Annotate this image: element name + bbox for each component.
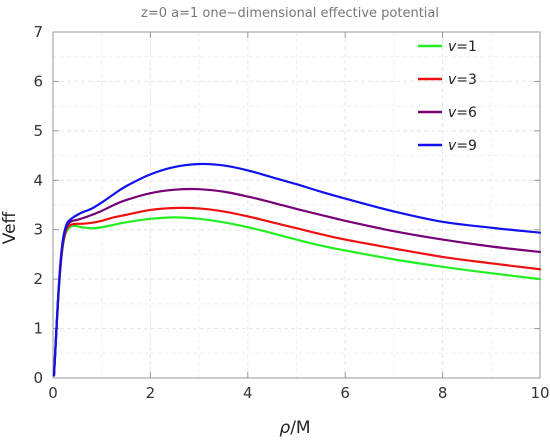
y-tick-label: 6 <box>33 72 43 90</box>
x-axis-title-unit: /M <box>290 418 310 438</box>
legend-label-value: =3 <box>456 72 477 88</box>
y-tick-label: 3 <box>33 221 43 239</box>
x-tick-label: 4 <box>243 384 253 402</box>
x-tick-label: 8 <box>438 384 448 402</box>
legend-label-var: v <box>448 39 457 55</box>
x-axis-title-symbol: ρ <box>279 418 290 438</box>
plot-frame-rect <box>52 31 541 379</box>
legend-label-value: =9 <box>456 138 477 154</box>
y-tick-label: 1 <box>33 320 43 338</box>
grid <box>52 31 541 379</box>
legend-label-value: =6 <box>456 105 477 121</box>
legend-label-var: v <box>448 138 457 154</box>
series-line-4 <box>52 162 542 377</box>
x-tick-label: 2 <box>146 384 156 402</box>
series-lines <box>52 162 542 377</box>
x-tick-label: 10 <box>530 384 549 402</box>
plot-frame <box>52 31 541 379</box>
legend-label-3: v=6 <box>448 105 477 121</box>
y-tick-label: 4 <box>33 171 43 189</box>
x-tick-label: 6 <box>340 384 350 402</box>
x-tick-label: 0 <box>48 384 58 402</box>
chart-title: z=0 a=1 one−dimensional effective potent… <box>141 6 439 21</box>
x-axis-title: ρ/M <box>279 418 310 438</box>
legend-label-4: v=9 <box>448 138 477 154</box>
axis-ticks: 0 2 4 6 8 10 0 1 2 3 4 5 6 7 <box>33 23 549 402</box>
legend-label-2: v=3 <box>448 72 477 88</box>
y-tick-label: 0 <box>33 369 43 387</box>
y-tick-label: 2 <box>33 270 43 288</box>
y-tick-label: 5 <box>33 122 43 140</box>
legend-label-var: v <box>448 72 457 88</box>
y-axis-title: Veff <box>0 210 20 244</box>
y-tick-label: 7 <box>33 23 43 41</box>
legend: v=1v=3v=6v=9 <box>418 39 477 154</box>
legend-label-1: v=1 <box>448 39 477 55</box>
legend-label-var: v <box>448 105 457 121</box>
legend-label-value: =1 <box>456 39 477 55</box>
